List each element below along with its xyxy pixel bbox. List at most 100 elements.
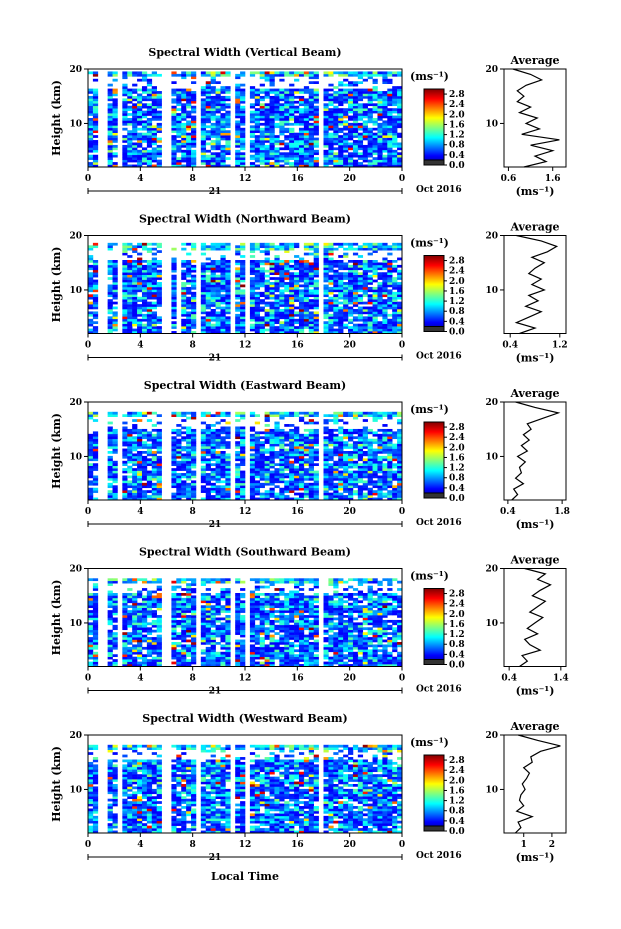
heatmap-cell	[348, 431, 354, 435]
colorbar-tick-label: 2.0	[449, 277, 465, 287]
heatmap-cell	[274, 421, 280, 425]
heatmap-cell	[279, 326, 285, 329]
heatmap-cell	[127, 301, 133, 305]
heatmap-cell	[215, 120, 221, 124]
heatmap-cell	[240, 88, 246, 92]
heatmap-cell	[122, 316, 128, 320]
heatmap-cell	[333, 304, 339, 307]
heatmap-cell	[289, 135, 295, 138]
heatmap-cell	[308, 95, 314, 99]
heatmap-cell	[107, 299, 113, 302]
heatmap-cell	[132, 247, 138, 251]
heatmap-cell	[298, 497, 305, 501]
heatmap-cell	[313, 132, 319, 136]
heatmap-cell	[122, 115, 128, 119]
heatmap-cell	[92, 316, 99, 320]
heatmap-cell	[338, 108, 344, 111]
heatmap-cell	[269, 125, 275, 129]
heatmap-cell	[191, 495, 197, 498]
heatmap-cell	[397, 144, 403, 148]
heatmap-cell	[387, 473, 393, 476]
heatmap-cell	[191, 162, 197, 165]
heatmap-cell	[343, 289, 349, 293]
heatmap-cell	[382, 323, 388, 327]
heatmap-cell	[289, 424, 295, 427]
heatmap-cell	[151, 328, 157, 332]
heatmap-cell	[284, 326, 290, 329]
heatmap-cell	[220, 127, 226, 131]
heatmap-cell	[92, 436, 99, 440]
heatmap-cell	[313, 411, 319, 415]
heatmap-cell	[107, 137, 113, 141]
heatmap-cell	[348, 159, 354, 163]
heatmap-cell	[269, 91, 275, 94]
heatmap-cell	[92, 147, 99, 151]
heatmap-cell	[92, 480, 99, 484]
heatmap-cell	[107, 125, 113, 129]
heatmap-cell	[156, 321, 162, 324]
heatmap-cell	[328, 147, 334, 151]
heatmap-cell	[210, 473, 216, 476]
heatmap-cell	[205, 103, 211, 107]
heatmap-cell	[92, 118, 99, 121]
heatmap-cell	[240, 463, 246, 466]
heatmap-cell	[313, 127, 319, 131]
heatmap-cell	[303, 294, 310, 298]
heatmap-cell	[357, 458, 364, 462]
heatmap-cell	[269, 453, 275, 457]
heatmap-cell	[308, 316, 314, 320]
heatmap-cell	[367, 316, 373, 320]
heatmap-cell	[215, 103, 221, 107]
heatmap-cell	[382, 321, 388, 324]
heatmap-cell	[122, 433, 128, 437]
heatmap-cell	[274, 115, 280, 119]
heatmap-cell	[308, 414, 314, 417]
heatmap-cell	[240, 274, 246, 278]
heatmap-cell	[220, 130, 226, 133]
heatmap-cell	[254, 436, 261, 440]
heatmap-cell	[171, 414, 177, 417]
heatmap-cell	[279, 274, 285, 278]
heatmap-cell	[289, 142, 295, 146]
heatmap-cell	[348, 485, 354, 489]
heatmap-cell	[397, 284, 403, 288]
heatmap-cell	[333, 473, 339, 476]
heatmap-cell	[348, 331, 354, 334]
heatmap-cell	[132, 455, 138, 459]
heatmap-cell	[377, 103, 383, 107]
heatmap-cell	[240, 301, 246, 305]
heatmap-cell	[274, 147, 280, 151]
heatmap-cell	[294, 426, 300, 430]
heatmap-cell	[357, 154, 364, 158]
heatmap-cell	[382, 130, 388, 133]
heatmap-cell	[191, 313, 197, 317]
heatmap-cell	[156, 260, 162, 263]
heatmap-cell	[132, 132, 138, 136]
heatmap-cell	[367, 242, 373, 246]
heatmap-cell	[210, 71, 216, 75]
heatmap-cell	[382, 477, 388, 481]
heatmap-cell	[338, 480, 344, 484]
heatmap-cell	[382, 144, 388, 148]
heatmap-cell	[303, 272, 310, 275]
heatmap-cell	[225, 323, 231, 327]
heatmap-cell	[107, 428, 113, 432]
heatmap-cell	[274, 118, 280, 121]
heatmap-cell	[284, 328, 290, 332]
heatmap-cell	[132, 282, 138, 285]
heatmap-cell	[200, 321, 207, 324]
heatmap-cell	[348, 291, 354, 295]
x-tick-label: 0	[399, 341, 405, 351]
heatmap-cell	[333, 122, 339, 126]
heatmap-cell	[205, 492, 211, 496]
heatmap-cell	[294, 264, 300, 268]
heatmap-cell	[191, 127, 197, 131]
heatmap-cell	[264, 105, 270, 109]
heatmap-cell	[205, 108, 211, 111]
heatmap-cell	[313, 441, 319, 444]
heatmap-cell	[220, 103, 226, 107]
heatmap-cell	[313, 105, 319, 109]
heatmap-cell	[298, 164, 305, 168]
heatmap-cell	[171, 282, 177, 285]
heatmap-cell	[352, 477, 359, 481]
